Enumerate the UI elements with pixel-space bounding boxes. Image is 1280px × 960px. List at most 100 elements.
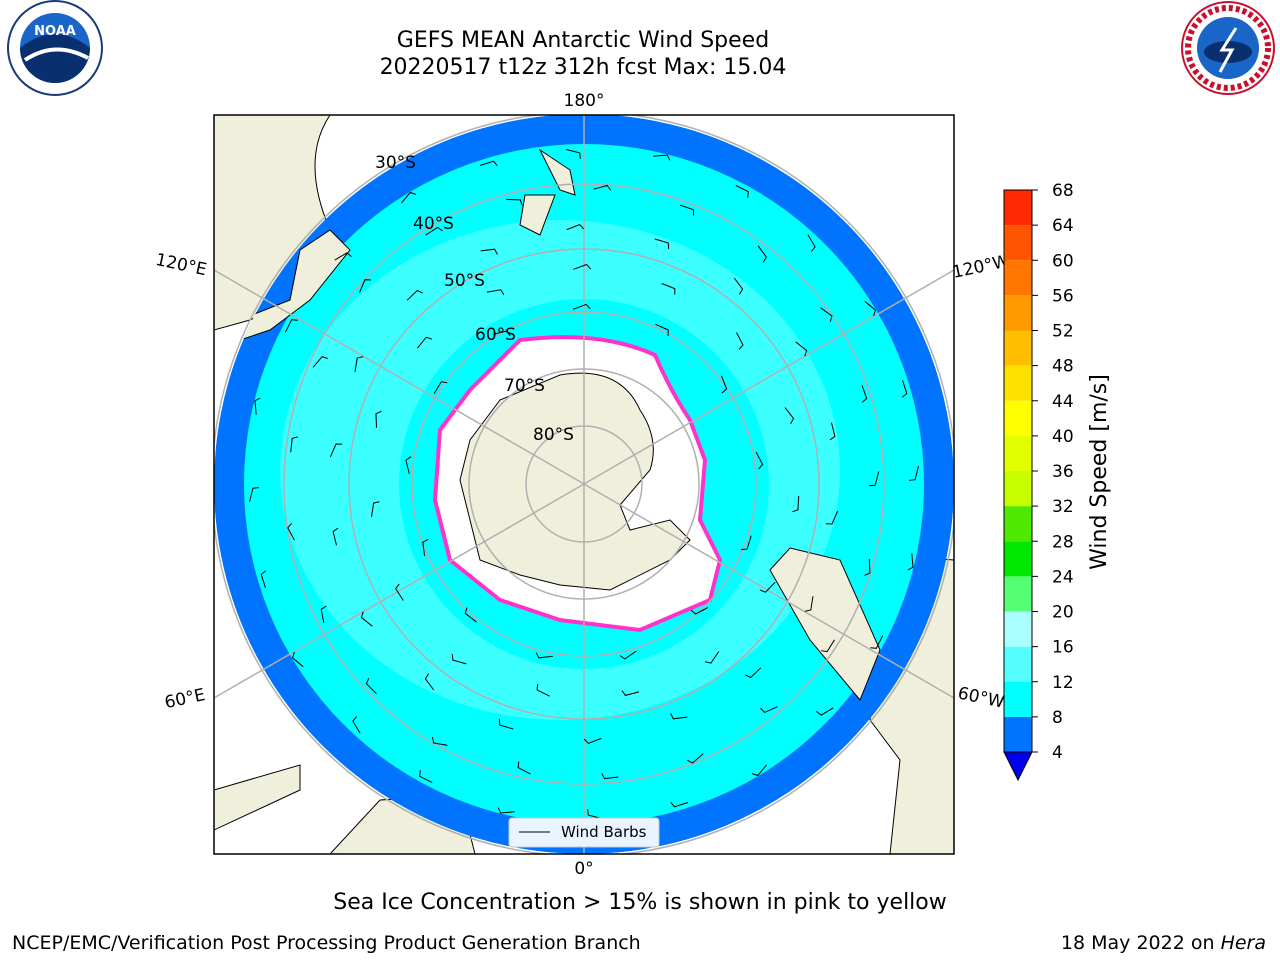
map-frame: [213, 114, 955, 855]
wind-barb: [480, 160, 498, 167]
graticule: [214, 115, 954, 854]
wind-barbs: [249, 149, 919, 819]
wind-barb: [291, 651, 304, 668]
wind-barb: [901, 380, 908, 398]
wind-barb: [573, 263, 591, 270]
wind-barb: [254, 397, 261, 415]
wind-barb: [486, 289, 505, 296]
wind-barb: [816, 707, 834, 716]
lat-label-80s: 80°S: [533, 425, 574, 445]
colorbar-tick-label: 52: [1052, 322, 1074, 342]
wind-barb: [721, 375, 728, 394]
new-zealand-north: [538, 148, 576, 196]
wind-barb: [661, 283, 676, 295]
wind-barb: [400, 191, 417, 204]
lon-label-180: 180°: [564, 91, 605, 111]
colorbar-bin: [1004, 646, 1032, 682]
wind-barb: [653, 154, 671, 161]
wind-barb: [587, 809, 603, 819]
wind-barb: [498, 719, 514, 730]
wind-barb: [690, 607, 709, 615]
lon-label-0: 0°: [574, 859, 593, 879]
wind-barb: [759, 581, 776, 593]
wind-barb: [870, 635, 884, 649]
wind-barb: [593, 184, 612, 191]
colorbar-bin: [1004, 190, 1032, 226]
wind-barb: [334, 252, 352, 261]
lon-label-60w: 60°W: [956, 683, 1006, 712]
wind-barb: [425, 226, 443, 236]
wind-barb: [795, 341, 808, 357]
wind-barb: [284, 319, 298, 333]
colorbar-tick-label: 28: [1052, 532, 1074, 552]
colorbar-label: Wind Speed [m/s]: [1087, 374, 1112, 570]
wind-barb: [601, 773, 619, 780]
map-title: GEFS MEAN Antarctic Wind Speed: [396, 28, 770, 53]
wind-barb: [506, 198, 523, 206]
colorbar-bin: [1004, 260, 1032, 296]
map-subtitle: 20220517 t12z 312h fcst Max: 15.04: [379, 55, 787, 80]
wind-barb: [249, 487, 259, 503]
wind-barb: [907, 553, 914, 571]
colorbar-tick-label: 24: [1052, 567, 1074, 587]
colorbar-tick-label: 56: [1052, 286, 1074, 306]
colorbar-tick-label: 48: [1052, 357, 1074, 377]
colorbar-bin: [1004, 435, 1032, 471]
wind-barb: [864, 558, 871, 576]
colorbar-bin: [1004, 681, 1032, 717]
wind-barb: [417, 336, 433, 349]
colorbar-tick-label: 32: [1052, 497, 1074, 517]
lon-label-120e: 120°E: [154, 250, 209, 280]
colorbar-tick-label: 8: [1052, 708, 1063, 728]
wind-barb: [654, 238, 670, 249]
colorbar-bin: [1004, 506, 1032, 542]
wind-barb: [792, 495, 800, 513]
wind-barb: [424, 673, 435, 691]
colorbar-tick-label: 16: [1052, 638, 1074, 658]
wind-barb: [741, 535, 752, 550]
wind-barb: [535, 652, 553, 659]
colorbar-bin: [1004, 471, 1032, 507]
wind-barb: [517, 761, 531, 775]
wind-barb: [909, 465, 919, 481]
wind-barb: [704, 651, 720, 664]
colorbar-bin: [1004, 541, 1032, 577]
colorbar-bin: [1004, 295, 1032, 331]
wind-barb: [480, 248, 498, 255]
wind-barb: [359, 279, 372, 293]
wind-barb: [287, 522, 295, 541]
noaa-logo-text: NOAA: [34, 24, 76, 39]
colorbar-tick-label: 68: [1052, 181, 1074, 201]
map-legend: Wind Barbs: [508, 817, 660, 848]
wind-barb: [619, 650, 637, 660]
wind-barb: [861, 385, 868, 403]
colorbar-bin: [1004, 576, 1032, 612]
wind-barb: [821, 639, 835, 653]
wind-barb: [360, 611, 373, 627]
wind-barb: [670, 801, 688, 808]
colorbar-tick-label: 40: [1052, 427, 1074, 447]
new-zealand-south: [519, 194, 556, 236]
wind-barb: [804, 596, 814, 612]
wind-barb: [497, 807, 515, 814]
wind-barb: [405, 456, 412, 474]
wind-barb: [365, 678, 377, 694]
wind-barb: [329, 443, 343, 458]
wind-barb: [354, 356, 364, 372]
lat-label-60s: 60°S: [475, 325, 516, 345]
lat-label-70s: 70°S: [504, 376, 545, 396]
colorbar-bin: [1004, 716, 1032, 752]
wind-barb: [687, 753, 704, 764]
wind-barb: [566, 224, 585, 231]
wind-barb: [406, 289, 423, 301]
colorbar-tick-label: 36: [1052, 462, 1074, 482]
wind-barb: [864, 300, 877, 317]
colorbar-tick-label: 20: [1052, 603, 1074, 623]
colorbar-bin: [1004, 365, 1032, 401]
noaa-logo: NOAA: [7, 0, 103, 96]
wind-barb: [320, 605, 327, 624]
wind-barb: [260, 570, 267, 588]
wind-barb: [807, 234, 816, 252]
